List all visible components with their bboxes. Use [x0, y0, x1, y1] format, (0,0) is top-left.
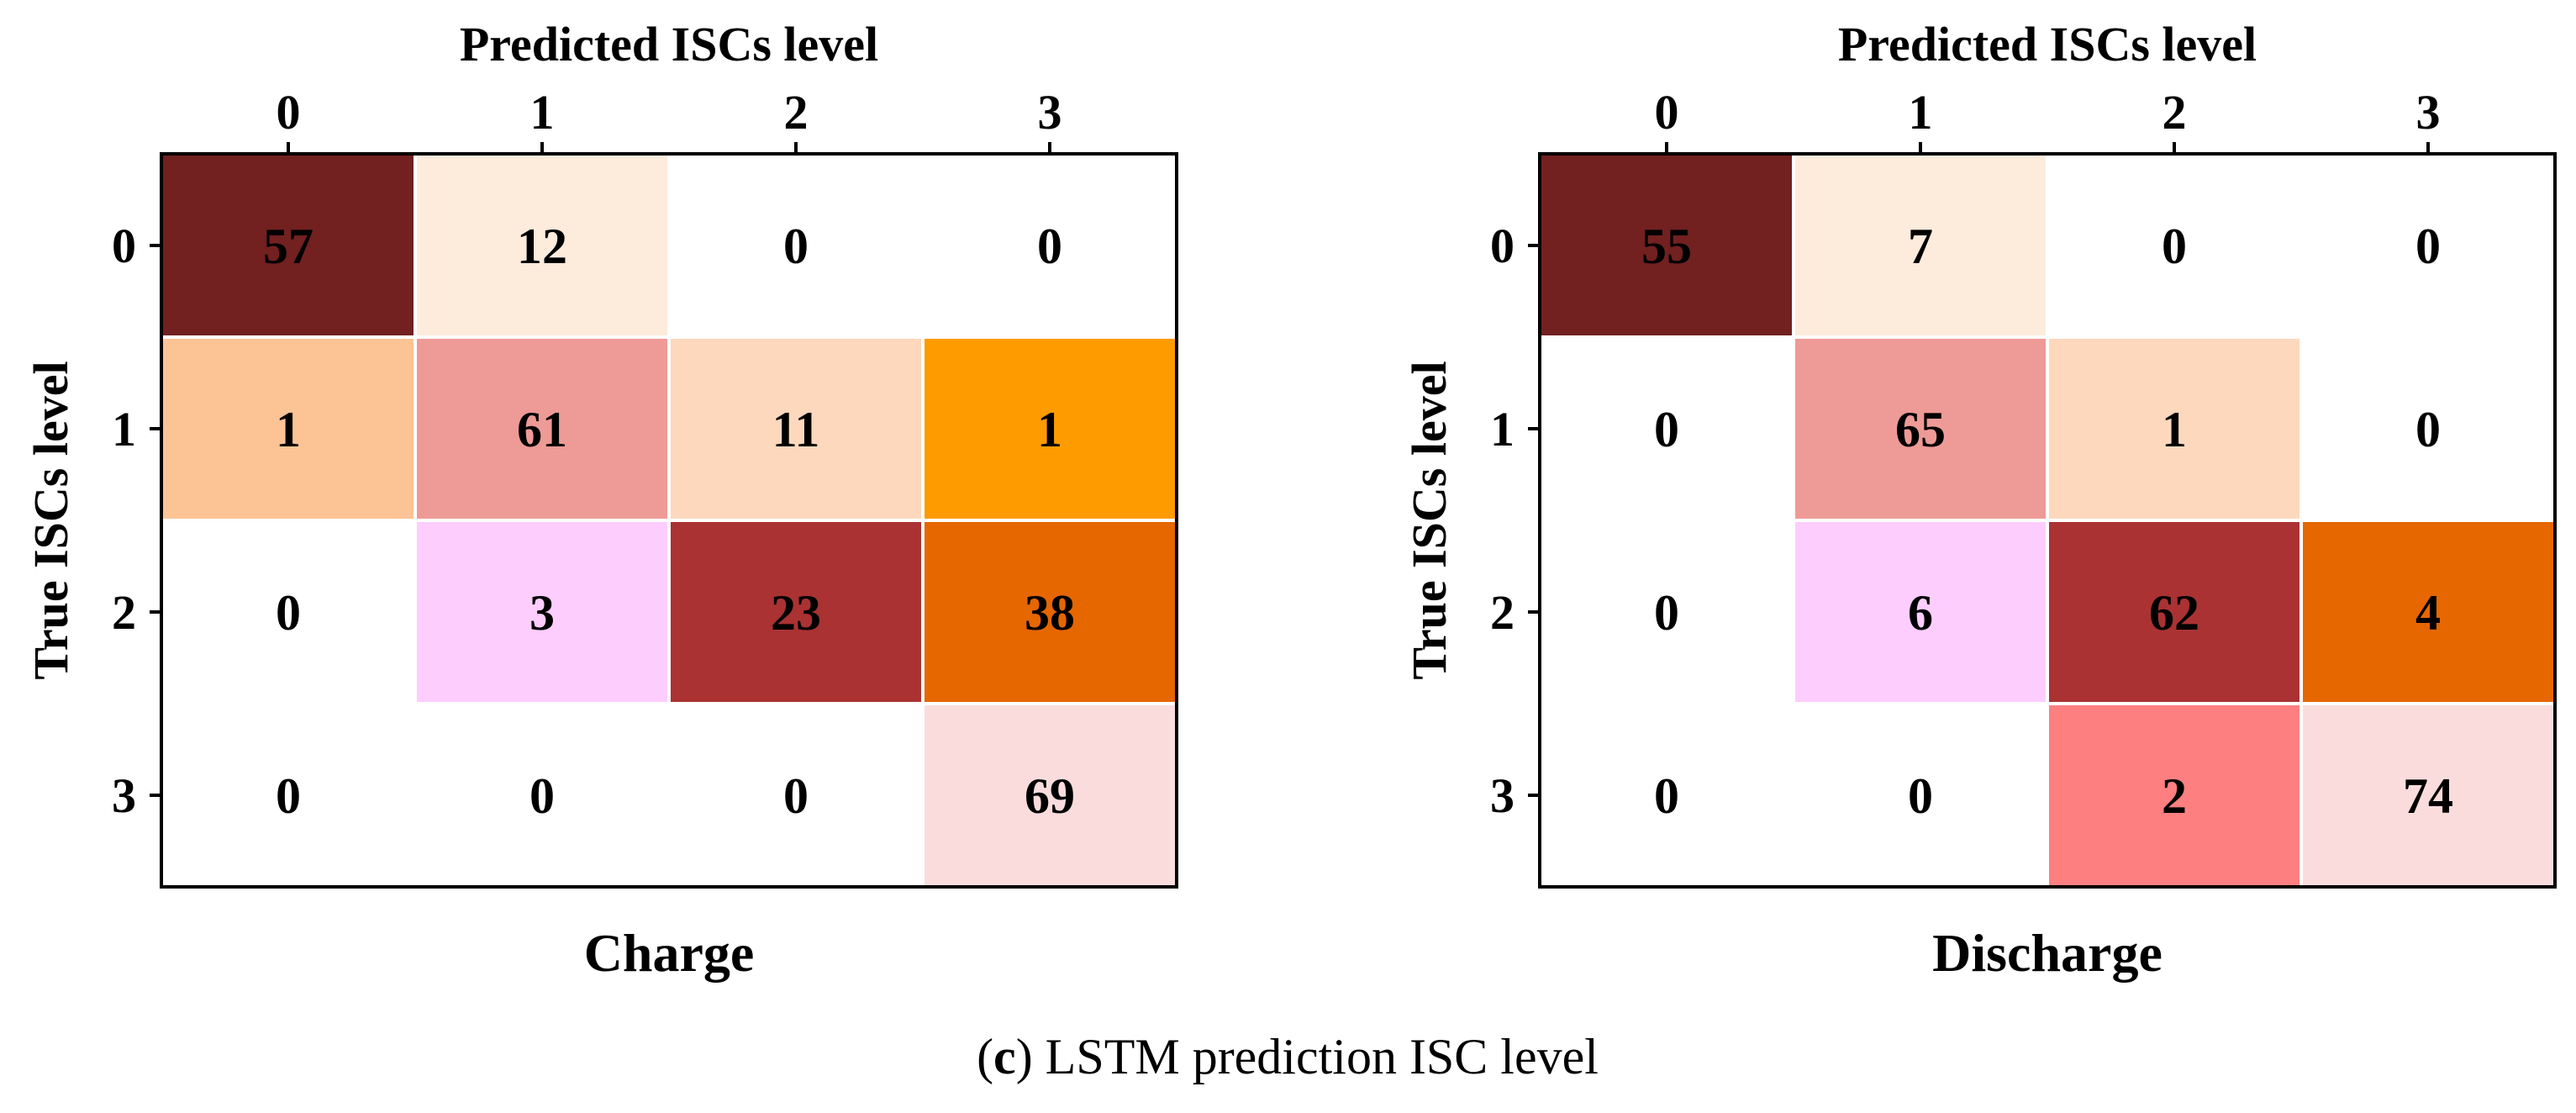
- charge-cell-1-3: [921, 335, 1178, 522]
- discharge-y-tick-label-2: 2: [1490, 585, 1515, 640]
- charge-cell-value-1-3: 1: [1037, 402, 1062, 457]
- charge-cell-value-0-3: 0: [1037, 219, 1062, 274]
- discharge-cell-value-2-0: 0: [1654, 585, 1679, 641]
- discharge-cell-0-2: [2046, 152, 2303, 339]
- discharge-x-tick-label-0: 0: [1655, 85, 1679, 140]
- charge-cell-value-1-1: 61: [517, 402, 567, 457]
- charge-cell-value-2-2: 23: [771, 585, 821, 641]
- charge-cell-value-1-2: 11: [772, 402, 820, 457]
- discharge-cell-2-1: [1792, 519, 2049, 705]
- discharge-y-tick-label-3: 3: [1490, 768, 1515, 823]
- charge-cell-0-3: [921, 152, 1178, 339]
- charge-cell-value-3-1: 0: [529, 768, 555, 824]
- figure-caption: (c) LSTM prediction ISC level: [977, 1029, 1599, 1084]
- charge-cell-value-0-1: 12: [517, 219, 567, 274]
- charge-cell-value-3-3: 69: [1025, 768, 1075, 824]
- discharge-cell-2-0: [1538, 519, 1795, 705]
- discharge-y-tick-label-0: 0: [1490, 219, 1515, 273]
- charge-y-tick-label-3: 3: [112, 768, 136, 823]
- discharge-xlabel: Discharge: [1932, 923, 2162, 983]
- caption-letter: c: [993, 1029, 1016, 1084]
- discharge-cell-2-3: [2299, 519, 2557, 705]
- charge-cell-0-1: [414, 152, 671, 339]
- discharge-cell-value-2-1: 6: [1908, 585, 1933, 641]
- discharge-confusion-matrix: 55 7 0 0 0 65 1 0 0 6 62 4 0 0 2 74 0 1 2 3 0 1 2 3 Predicted IS…: [1402, 17, 2557, 983]
- discharge-cell-value-0-2: 0: [2162, 219, 2187, 274]
- discharge-x-tick-label-1: 1: [1909, 85, 1933, 140]
- charge-cell-2-1: [414, 519, 671, 705]
- charge-cell-value-0-0: 57: [263, 219, 313, 274]
- caption-suffix: ) LSTM prediction ISC level: [1016, 1029, 1599, 1084]
- discharge-cell-value-1-2: 1: [2162, 402, 2187, 457]
- charge-cell-value-2-1: 3: [529, 585, 555, 641]
- discharge-cell-value-1-3: 0: [2415, 402, 2441, 457]
- charge-cell-0-0: [160, 152, 417, 339]
- discharge-y-tick-label-1: 1: [1490, 402, 1515, 456]
- charge-cell-value-0-2: 0: [783, 219, 809, 274]
- discharge-cell-value-0-0: 55: [1641, 219, 1692, 274]
- charge-cell-1-1: [414, 335, 671, 522]
- discharge-cell-0-1: [1792, 152, 2049, 339]
- discharge-cell-value-2-3: 4: [2415, 585, 2441, 641]
- discharge-ylabel: True ISCs level: [1402, 361, 1457, 679]
- discharge-cell-value-1-0: 0: [1654, 402, 1679, 457]
- charge-cell-value-1-0: 1: [276, 402, 301, 457]
- discharge-cell-value-1-1: 65: [1895, 402, 1946, 457]
- charge-cell-value-3-0: 0: [276, 768, 301, 824]
- charge-cell-value-2-3: 38: [1025, 585, 1075, 641]
- charge-x-tick-label-3: 3: [1038, 85, 1062, 140]
- charge-cell-value-2-0: 0: [276, 585, 301, 641]
- discharge-cell-value-0-1: 7: [1908, 219, 1933, 274]
- caption-prefix: (: [977, 1029, 993, 1084]
- discharge-cell-value-0-3: 0: [2415, 219, 2441, 274]
- discharge-x-tick-label-3: 3: [2416, 85, 2441, 140]
- discharge-x-tick-label-2: 2: [2162, 85, 2187, 140]
- charge-ylabel: True ISCs level: [24, 361, 78, 679]
- charge-y-tick-label-1: 1: [112, 402, 136, 456]
- discharge-cell-1-3: [2299, 335, 2557, 522]
- charge-xlabel: Charge: [584, 923, 755, 983]
- charge-cell-value-3-2: 0: [783, 768, 809, 824]
- charge-confusion-matrix: 57 12 0 01 61 11 10 3 23 380 0 0 690 1 2 30123Predicted…: [24, 17, 1178, 983]
- discharge-cell-value-3-2: 2: [2162, 768, 2187, 824]
- charge-y-tick-label-0: 0: [112, 219, 136, 273]
- discharge-cell-1-0: [1538, 335, 1795, 522]
- charge-x-tick-label-1: 1: [530, 85, 555, 140]
- discharge-cell-1-2: [2046, 335, 2303, 522]
- charge-cell-3-3: [921, 702, 1178, 889]
- discharge-cell-value-2-2: 62: [2149, 585, 2199, 641]
- charge-cell-3-1: [414, 702, 671, 889]
- charge-x-tick-label-0: 0: [277, 85, 301, 140]
- discharge-cell-value-3-3: 74: [2403, 768, 2453, 824]
- discharge-cell-value-3-0: 0: [1654, 768, 1679, 824]
- charge-plot-frame: [160, 152, 1178, 889]
- discharge-plot-frame: [1538, 152, 2557, 889]
- charge-cell-2-3: [921, 519, 1178, 705]
- discharge-cell-2-2: [2046, 519, 2303, 705]
- charge-x-tick-label-2: 2: [784, 85, 809, 140]
- discharge-cell-0-0: [1538, 152, 1795, 339]
- charge-title: Predicted ISCs level: [460, 17, 878, 71]
- discharge-cell-0-3: [2299, 152, 2557, 339]
- discharge-title: Predicted ISCs level: [1838, 17, 2257, 71]
- discharge-cell-value-3-1: 0: [1908, 768, 1933, 824]
- charge-y-tick-label-2: 2: [112, 585, 136, 640]
